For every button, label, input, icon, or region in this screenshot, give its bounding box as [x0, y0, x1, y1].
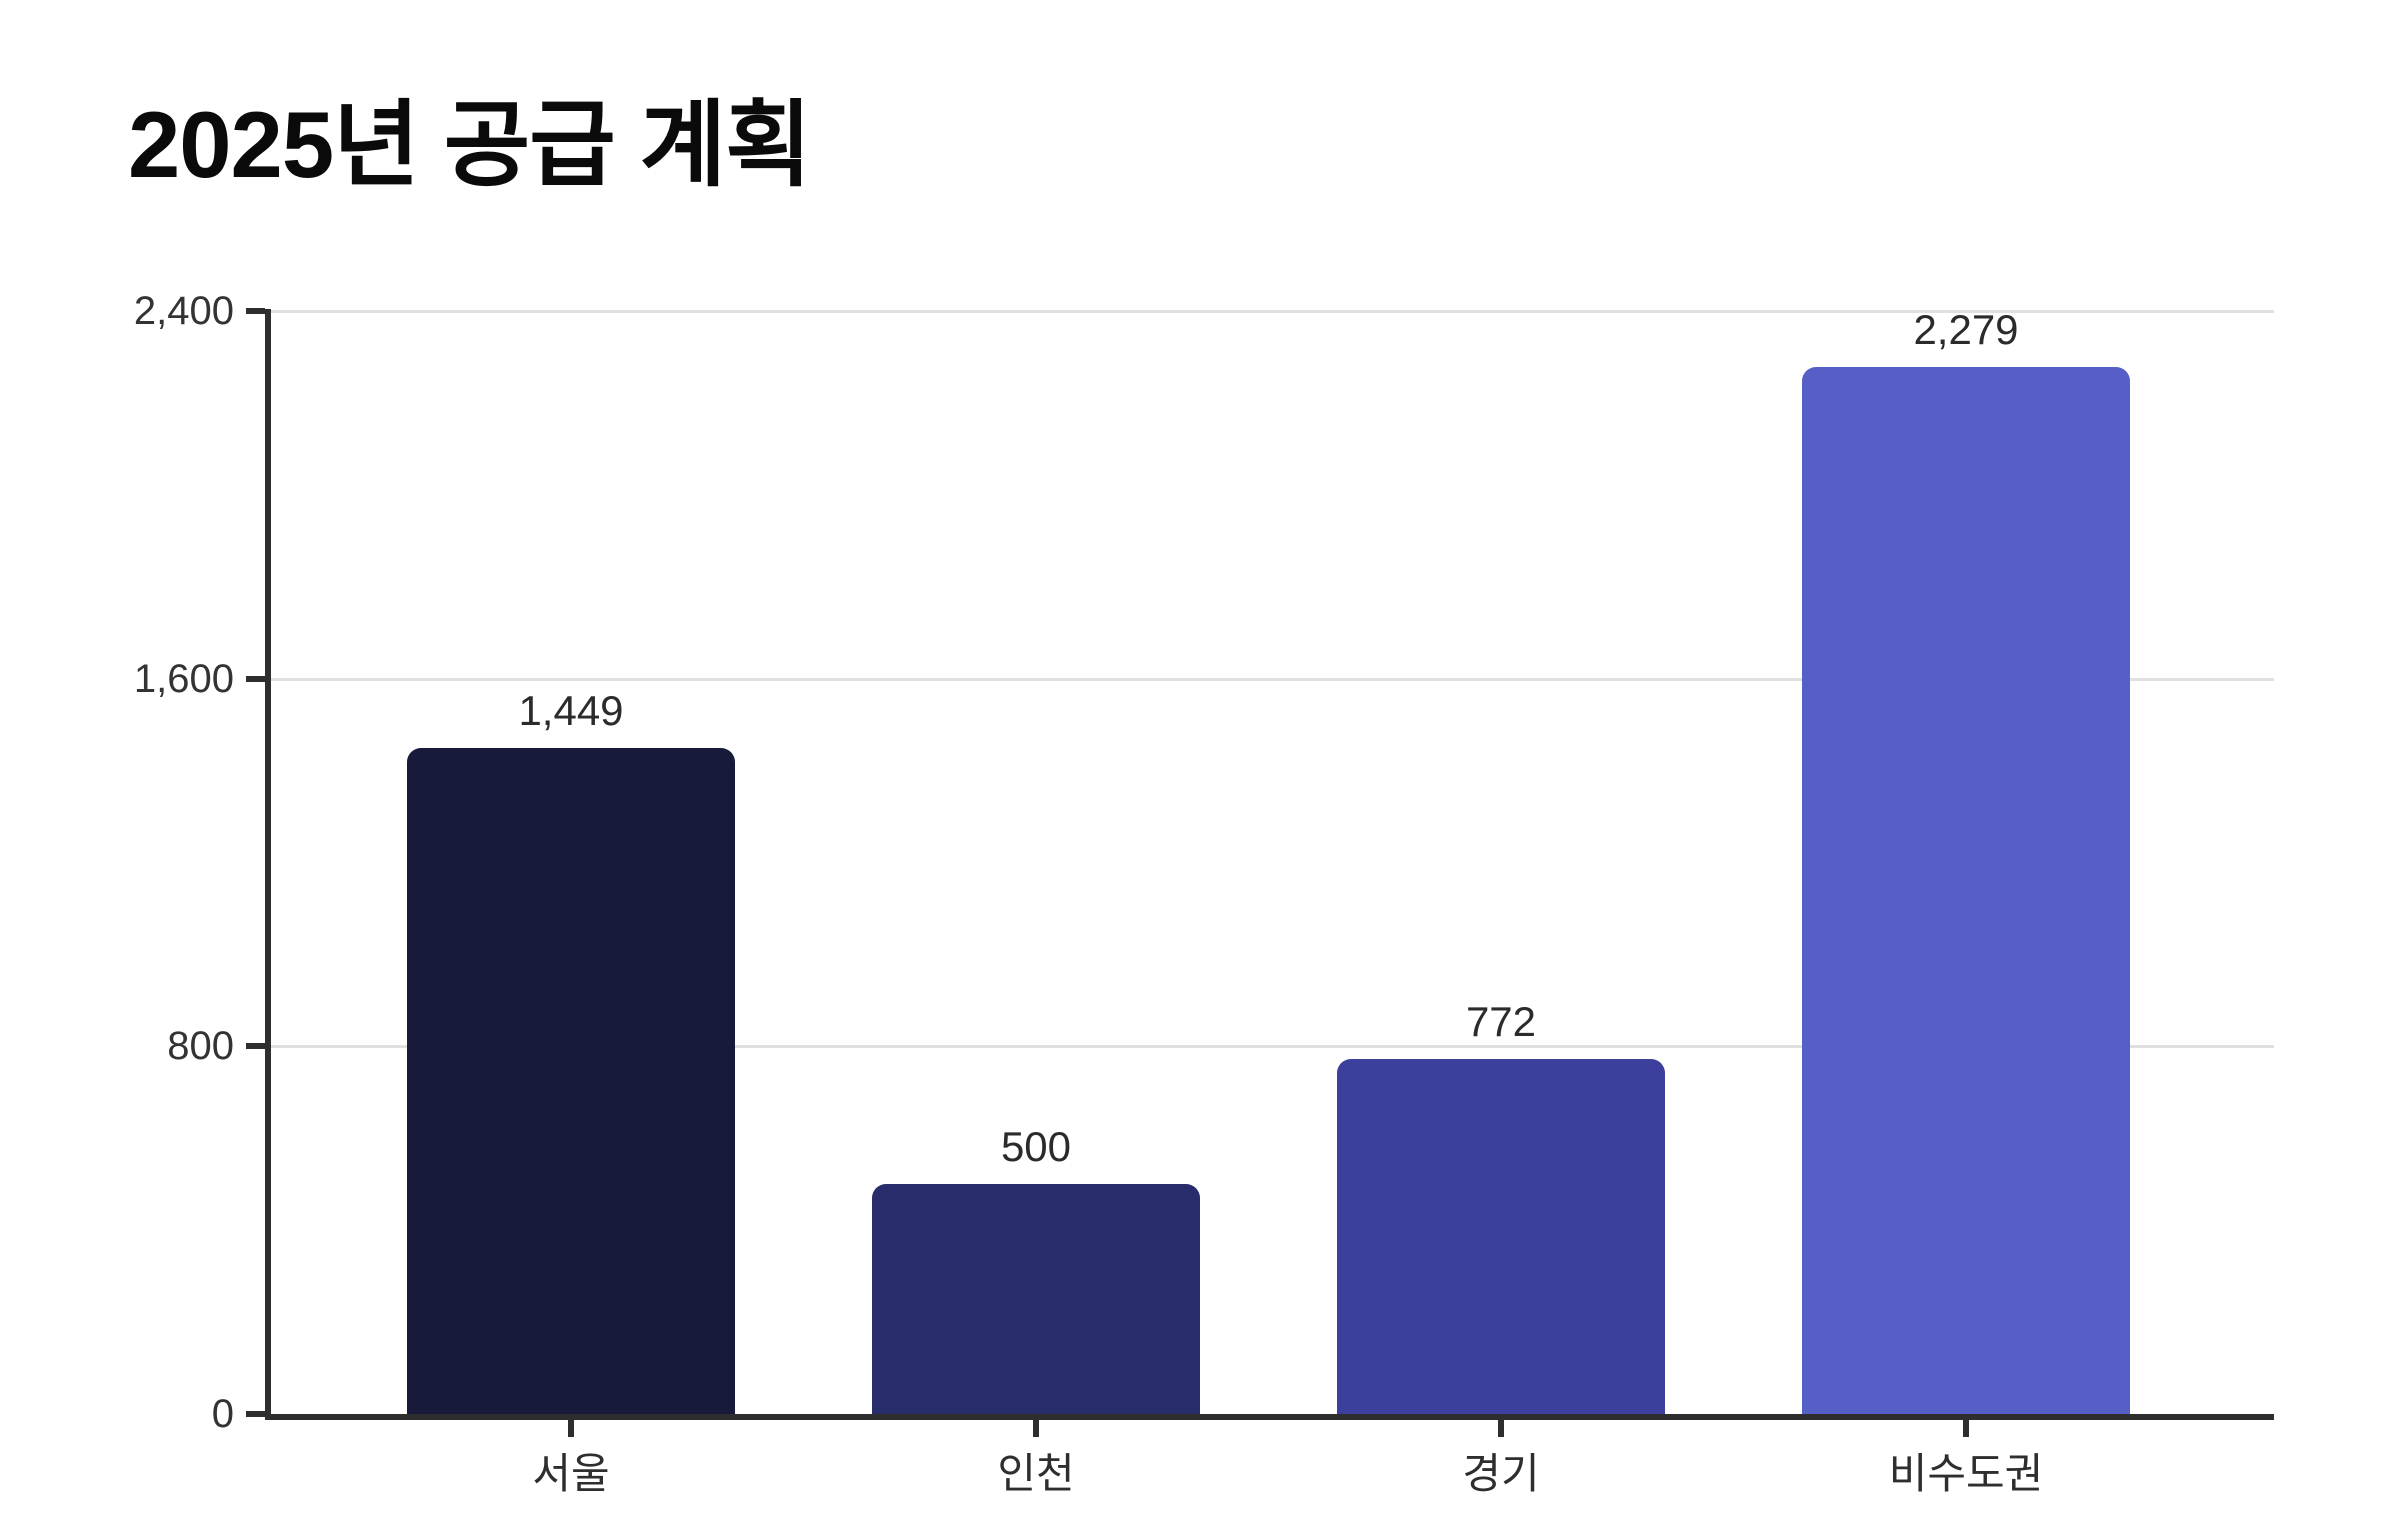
x-tick-seoul [568, 1420, 574, 1437]
bar-gyeonggi [1337, 1059, 1665, 1414]
bar-incheon [872, 1184, 1200, 1414]
bar-value-label-incheon: 500 [1000, 1123, 1072, 1170]
bar-seoul [407, 748, 735, 1414]
x-tick-non-capital-region [1963, 1420, 1969, 1437]
y-tick-0 [246, 1411, 265, 1417]
x-category-label-non-capital-region: 비수도권 [1888, 1450, 2044, 1497]
bar-value-label-non-capital-region: 2,279 [1913, 306, 2019, 353]
bar-value-label-gyeonggi: 772 [1465, 998, 1537, 1045]
gridline-1600 [271, 677, 2274, 681]
y-tick-800 [246, 1043, 265, 1050]
x-tick-incheon [1033, 1420, 1039, 1437]
x-category-label-incheon: 인천 [997, 1450, 1075, 1497]
x-category-label-gyeonggi: 경기 [1462, 1450, 1540, 1497]
gridline-800 [271, 1045, 2274, 1049]
y-axis-line [265, 309, 271, 1420]
x-tick-gyeonggi [1498, 1420, 1504, 1437]
bar-value-label-seoul: 1,449 [518, 687, 624, 734]
y-tick-label-800: 800 [167, 1024, 234, 1069]
gridline-2400 [271, 310, 2274, 313]
x-category-label-seoul: 서울 [532, 1450, 610, 1497]
bar-non-capital-region [1802, 367, 2130, 1414]
y-tick-label-1600: 1,600 [133, 656, 234, 701]
y-tick-label-2400: 2,400 [133, 289, 234, 333]
chart-title: 2025년 공급 계획 [128, 92, 812, 197]
y-tick-2400 [246, 308, 265, 314]
y-tick-label-0: 0 [211, 1392, 234, 1436]
y-tick-1600 [246, 675, 265, 682]
x-axis-line [265, 1414, 2274, 1420]
